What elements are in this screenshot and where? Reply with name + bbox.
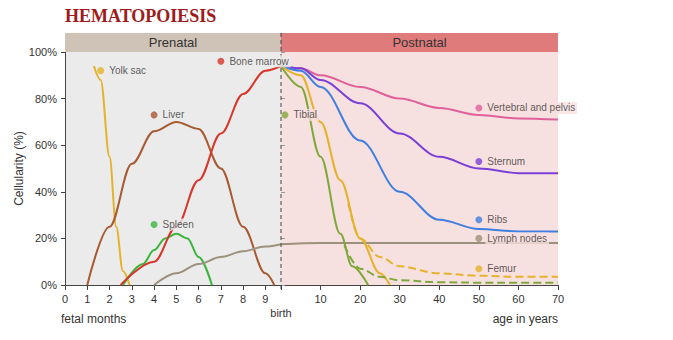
svg-text:4: 4	[151, 293, 157, 305]
svg-text:60: 60	[512, 293, 524, 305]
svg-text:Sternum: Sternum	[487, 156, 525, 167]
svg-text:Tibial: Tibial	[293, 109, 317, 120]
svg-text:Postnatal: Postnatal	[392, 35, 446, 50]
svg-text:3: 3	[129, 293, 135, 305]
svg-text:7: 7	[218, 293, 224, 305]
svg-text:0%: 0%	[41, 279, 57, 291]
svg-text:birth: birth	[270, 307, 291, 319]
svg-text:80%: 80%	[35, 93, 57, 105]
svg-text:30: 30	[394, 293, 406, 305]
svg-text:0: 0	[62, 293, 68, 305]
svg-text:Ribs: Ribs	[487, 214, 507, 225]
svg-text:60%: 60%	[35, 139, 57, 151]
svg-text:20%: 20%	[35, 232, 57, 244]
svg-text:70: 70	[552, 293, 564, 305]
svg-text:100%: 100%	[29, 46, 57, 58]
svg-text:50: 50	[473, 293, 485, 305]
svg-text:Prenatal: Prenatal	[149, 35, 198, 50]
svg-text:40: 40	[433, 293, 445, 305]
svg-text:Yolk sac: Yolk sac	[109, 65, 146, 76]
svg-text:Liver: Liver	[163, 109, 185, 120]
svg-text:fetal months: fetal months	[61, 312, 126, 326]
svg-text:6: 6	[196, 293, 202, 305]
svg-text:40%: 40%	[35, 186, 57, 198]
svg-text:10: 10	[314, 293, 326, 305]
svg-text:9: 9	[262, 293, 268, 305]
svg-text:Lymph nodes: Lymph nodes	[487, 233, 547, 244]
svg-text:1: 1	[84, 293, 90, 305]
svg-text:Bone marrow: Bone marrow	[229, 56, 289, 67]
svg-text:HEMATOPOIESIS: HEMATOPOIESIS	[65, 6, 216, 26]
svg-text:Femur: Femur	[487, 263, 517, 274]
svg-text:2: 2	[106, 293, 112, 305]
svg-text:age in years: age in years	[493, 312, 558, 326]
svg-text:20: 20	[354, 293, 366, 305]
svg-text:Vertebral and pelvis: Vertebral and pelvis	[487, 102, 575, 113]
svg-text:8: 8	[240, 293, 246, 305]
svg-text:Spleen: Spleen	[163, 219, 194, 230]
svg-text:Cellularity (%): Cellularity (%)	[12, 131, 26, 206]
svg-text:5: 5	[173, 293, 179, 305]
